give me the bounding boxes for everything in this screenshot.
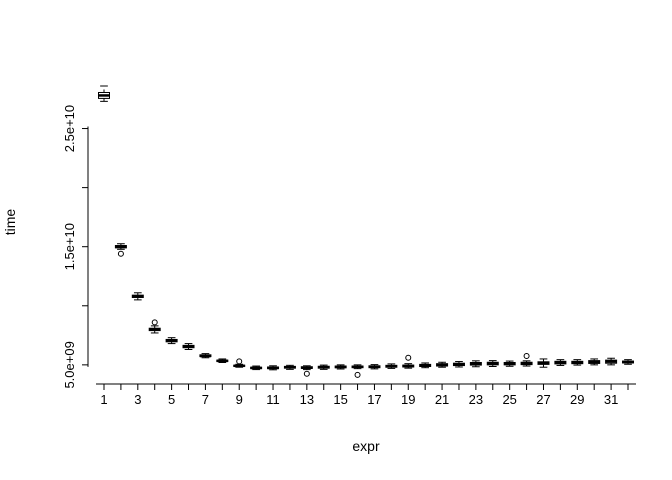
y-tick-label: 1.5e+10 bbox=[62, 223, 77, 270]
outlier-point bbox=[117, 250, 124, 257]
x-tick-label: 19 bbox=[401, 392, 415, 407]
boxplot-group-21 bbox=[436, 361, 449, 368]
boxplot-group-23 bbox=[469, 360, 482, 368]
x-tick-label: 5 bbox=[168, 392, 175, 407]
x-tick-label: 15 bbox=[333, 392, 347, 407]
x-tick-label: 25 bbox=[502, 392, 516, 407]
y-axis-title: time bbox=[2, 208, 18, 236]
boxplot-group-24 bbox=[486, 360, 499, 368]
x-tick-label: 11 bbox=[266, 392, 280, 407]
x-tick-label: 23 bbox=[469, 392, 483, 407]
x-tick-label: 31 bbox=[604, 392, 618, 407]
x-tick-label: 21 bbox=[435, 392, 449, 407]
x-tick-label: 3 bbox=[134, 392, 141, 407]
boxplot-group-30 bbox=[588, 358, 601, 366]
x-tick-label: 9 bbox=[236, 392, 243, 407]
boxplot-group-20 bbox=[419, 362, 432, 369]
boxplot-group-26 bbox=[520, 352, 533, 367]
boxplot-group-32 bbox=[622, 359, 634, 365]
boxplot-group-19 bbox=[402, 354, 415, 369]
boxplot-group-8 bbox=[216, 358, 229, 363]
boxplot-group-18 bbox=[385, 363, 398, 369]
boxplot-group-6 bbox=[182, 343, 195, 350]
y-tick-label: 5.0e+09 bbox=[62, 341, 77, 388]
boxplot-group-27 bbox=[537, 358, 550, 368]
boxplot-group-12 bbox=[283, 364, 296, 370]
boxplot-group-13 bbox=[300, 365, 313, 377]
boxplot-group-22 bbox=[452, 361, 465, 368]
outlier-point bbox=[405, 354, 412, 361]
x-tick-label: 29 bbox=[570, 392, 584, 407]
boxplot-group-2 bbox=[114, 243, 127, 257]
outlier-point bbox=[151, 319, 158, 326]
boxplot-group-31 bbox=[605, 357, 618, 366]
boxplot-group-11 bbox=[267, 365, 280, 371]
boxplot-group-17 bbox=[368, 364, 381, 370]
boxplot-group-29 bbox=[571, 359, 584, 366]
boxplot-group-5 bbox=[165, 337, 178, 345]
boxplot-group-4 bbox=[148, 319, 161, 334]
boxplot-group-25 bbox=[503, 360, 516, 367]
y-tick-label: 2.5e+10 bbox=[62, 105, 77, 152]
outlier-point bbox=[303, 370, 310, 377]
boxplot-group-1 bbox=[98, 85, 110, 102]
outlier-point bbox=[523, 352, 530, 359]
x-tick-label: 7 bbox=[202, 392, 209, 407]
boxplot-group-28 bbox=[554, 359, 567, 366]
x-axis-title: expr bbox=[352, 438, 380, 454]
x-tick-label: 13 bbox=[300, 392, 314, 407]
boxplot-group-9 bbox=[233, 358, 246, 368]
x-tick-label: 1 bbox=[100, 392, 107, 407]
boxplot-group-14 bbox=[317, 364, 330, 370]
boxplot-group-10 bbox=[250, 365, 263, 371]
x-tick-label: 17 bbox=[367, 392, 381, 407]
boxplot-group-15 bbox=[334, 364, 347, 370]
outlier-point bbox=[354, 371, 361, 378]
x-tick-label: 27 bbox=[536, 392, 550, 407]
boxplot-group-7 bbox=[199, 353, 212, 359]
boxplot-group-16 bbox=[351, 364, 364, 378]
outlier-point bbox=[236, 358, 243, 365]
boxplot-group-3 bbox=[131, 292, 144, 301]
